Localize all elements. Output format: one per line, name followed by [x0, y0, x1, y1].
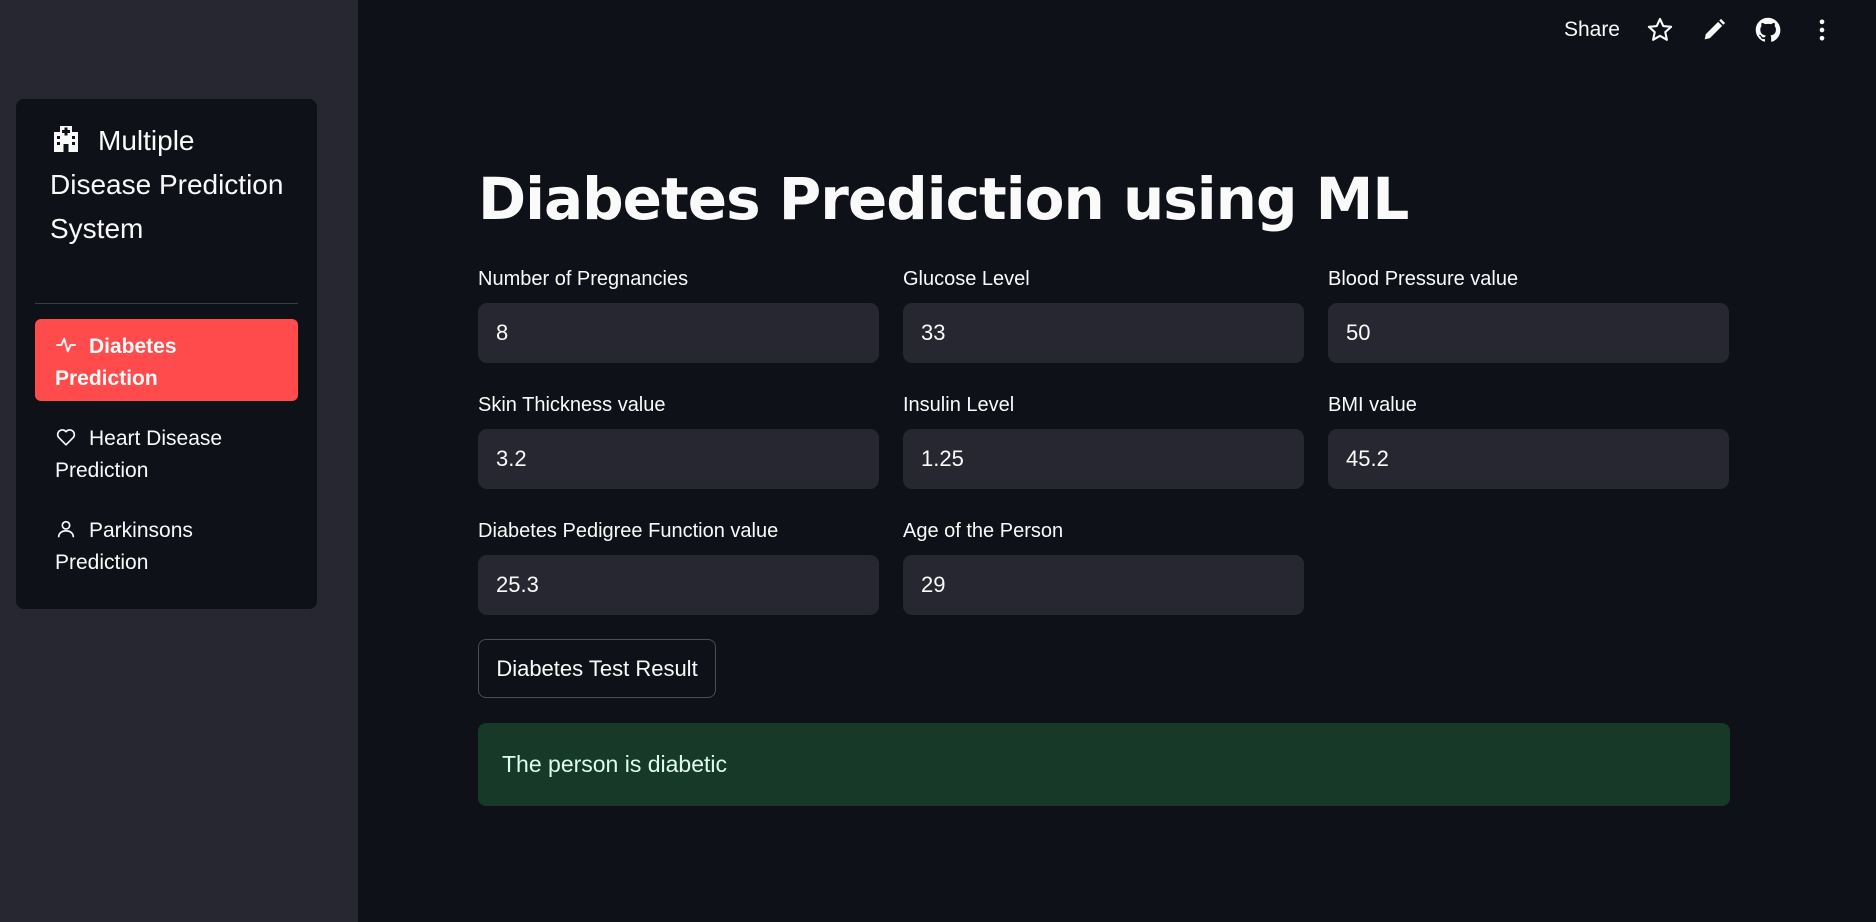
- pedigree-field: Diabetes Pedigree Function value: [478, 517, 879, 615]
- menu-title-text: Multiple Disease Prediction System: [50, 125, 284, 244]
- bmi-input[interactable]: [1328, 429, 1729, 489]
- menu-item-heart[interactable]: Heart Disease Prediction: [35, 411, 298, 493]
- blood-pressure-input[interactable]: [1328, 303, 1729, 363]
- blood-pressure-label: Blood Pressure value: [1328, 268, 1519, 290]
- github-icon[interactable]: [1754, 16, 1782, 44]
- more-vertical-icon[interactable]: [1808, 16, 1836, 44]
- menu-item-parkinsons[interactable]: Parkinsons Prediction: [35, 503, 298, 585]
- glucose-input[interactable]: [903, 303, 1304, 363]
- insulin-input[interactable]: [903, 429, 1304, 489]
- skin-thickness-label: Skin Thickness value: [478, 394, 666, 416]
- skin-thickness-field: Skin Thickness value: [478, 391, 879, 489]
- page-title: Diabetes Prediction using ML: [478, 165, 1409, 233]
- glucose-field: Glucose Level: [903, 265, 1304, 363]
- option-menu: Multiple Disease Prediction System Diabe…: [16, 99, 317, 609]
- pregnancies-field: Number of Pregnancies: [478, 265, 879, 363]
- activity-icon: [55, 337, 77, 353]
- menu-item-label: Diabetes Prediction: [55, 335, 177, 390]
- insulin-field: Insulin Level: [903, 391, 1304, 489]
- pregnancies-label: Number of Pregnancies: [478, 268, 689, 290]
- pregnancies-input[interactable]: [478, 303, 879, 363]
- sidebar: Multiple Disease Prediction System Diabe…: [0, 0, 358, 922]
- menu-item-label: Parkinsons Prediction: [55, 519, 193, 574]
- pedigree-label: Diabetes Pedigree Function value: [478, 520, 779, 542]
- person-icon: [57, 520, 75, 538]
- diabetes-test-result-button[interactable]: Diabetes Test Result: [478, 639, 716, 698]
- age-label: Age of the Person: [903, 520, 1064, 542]
- menu-item-label: Heart Disease Prediction: [55, 427, 223, 482]
- result-text: The person is diabetic: [502, 751, 728, 777]
- share-button[interactable]: Share: [1563, 18, 1620, 41]
- age-field: Age of the Person: [903, 517, 1304, 615]
- toolbar: Share: [1564, 12, 1836, 48]
- bmi-label: BMI value: [1328, 394, 1417, 416]
- insulin-label: Insulin Level: [903, 394, 1015, 416]
- result-success-alert: The person is diabetic: [478, 723, 1730, 806]
- menu-divider: [35, 303, 298, 304]
- hospital-icon: [54, 126, 78, 152]
- pencil-icon[interactable]: [1700, 16, 1728, 44]
- age-input[interactable]: [903, 555, 1304, 615]
- heart-icon: [56, 429, 76, 446]
- menu-item-diabetes[interactable]: Diabetes Prediction: [35, 319, 298, 401]
- glucose-label: Glucose Level: [903, 268, 1030, 290]
- star-icon[interactable]: [1646, 16, 1674, 44]
- bmi-field: BMI value: [1328, 391, 1729, 489]
- blood-pressure-field: Blood Pressure value: [1328, 265, 1729, 363]
- pedigree-input[interactable]: [478, 555, 879, 615]
- menu-title: Multiple Disease Prediction System: [50, 119, 300, 251]
- skin-thickness-input[interactable]: [478, 429, 879, 489]
